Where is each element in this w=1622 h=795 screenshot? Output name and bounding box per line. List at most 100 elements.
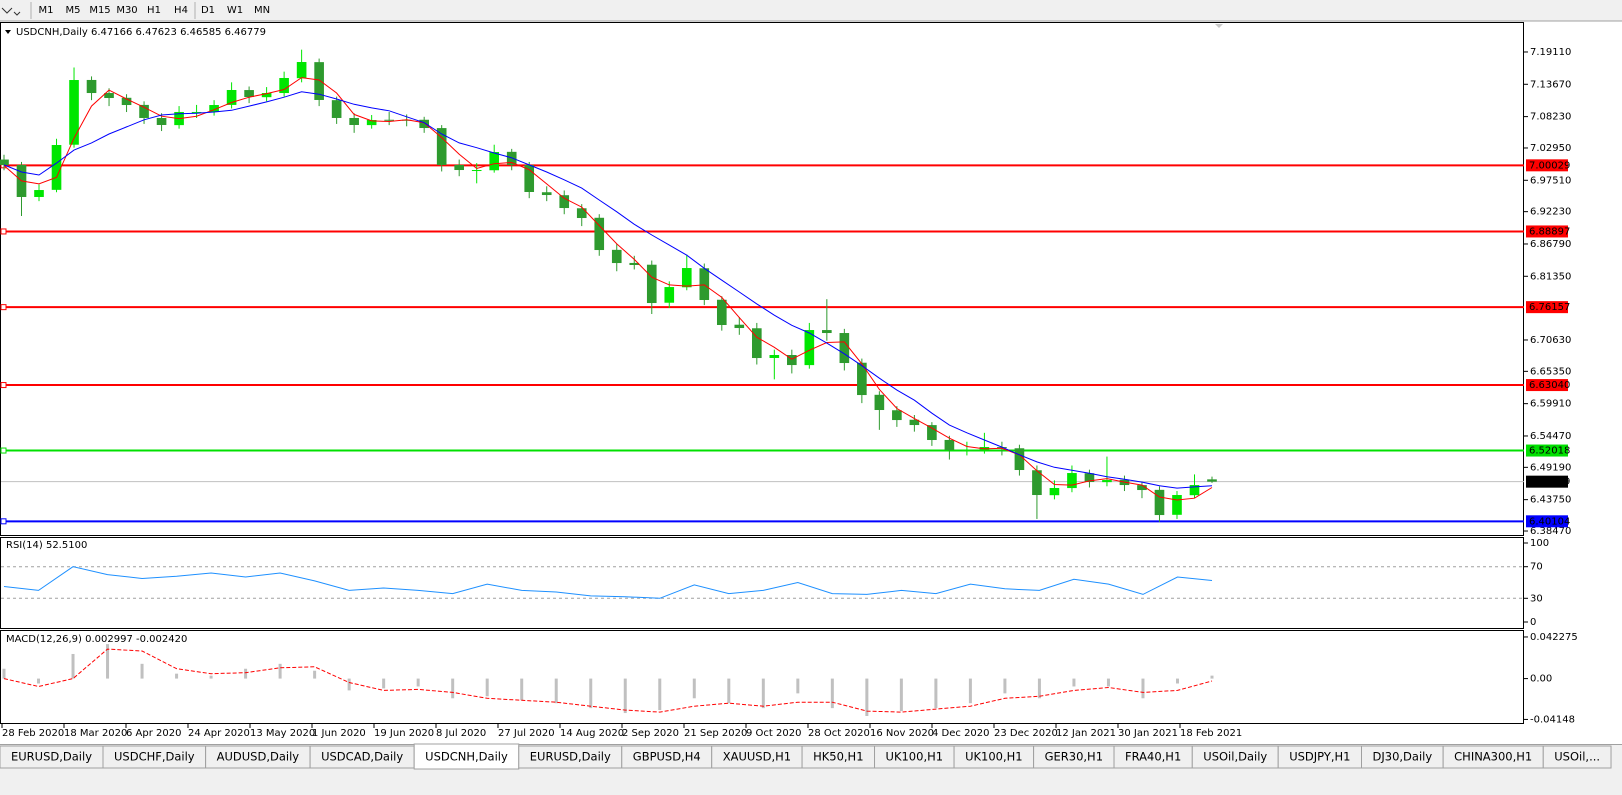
tab[interactable]: EURUSD,Daily [0, 745, 104, 769]
date-label: 24 Apr 2020 [188, 728, 250, 739]
tab-label[interactable]: UK100,H1 [886, 750, 944, 764]
timeframe-button[interactable]: H4 [174, 5, 188, 16]
timeframe-button[interactable]: MN [254, 5, 270, 16]
candle-body [314, 62, 324, 100]
candle-body [1189, 485, 1200, 496]
tab[interactable]: USDCAD,Daily [309, 745, 415, 769]
tab[interactable]: DJ30,Daily [1361, 745, 1444, 769]
tab-label[interactable]: USOil,... [1554, 750, 1600, 764]
timeframe-button[interactable]: H1 [147, 5, 161, 16]
tab[interactable]: FRA40,H1 [1113, 745, 1193, 769]
tab[interactable]: AUDUSD,Daily [205, 745, 311, 769]
y-tick-label: 30 [1530, 593, 1543, 604]
tab-bg[interactable] [1542, 745, 1612, 769]
y-tick-label: 7.13670 [1530, 79, 1571, 90]
candle-body [156, 117, 167, 125]
candle-body [1102, 480, 1112, 483]
tab-label[interactable]: HK50,H1 [813, 750, 863, 764]
level-handle [0, 382, 7, 389]
candle-body [86, 79, 97, 94]
tab-label[interactable]: USDCHF,Daily [114, 750, 195, 764]
y-tick-label: 7.02950 [1530, 143, 1571, 154]
candle-body [34, 190, 44, 197]
candle-body [524, 164, 535, 192]
tab[interactable]: GER30,H1 [1033, 745, 1115, 769]
date-label: 18 Mar 2020 [64, 728, 127, 739]
level-handle [0, 447, 7, 454]
tab-label[interactable]: USDCNH,Daily [425, 750, 508, 764]
candle-body [489, 152, 500, 171]
tab-label[interactable]: FRA40,H1 [1125, 750, 1181, 764]
candle-body [419, 119, 429, 129]
level-handle [0, 228, 7, 235]
date-label: 23 Dec 2020 [994, 728, 1058, 739]
date-label: 28 Feb 2020 [2, 728, 64, 739]
tab-label[interactable]: USDCAD,Daily [321, 750, 403, 764]
tab[interactable]: GBPUSD,H4 [621, 745, 713, 769]
bid-label-bg [1526, 475, 1568, 488]
candle-body [51, 145, 62, 190]
y-tick-label: 6.70630 [1530, 335, 1571, 346]
candle-body [209, 105, 219, 113]
candle-body [559, 195, 570, 209]
tab-label[interactable]: USDJPY,H1 [1289, 750, 1350, 764]
level-label: 6.52018 [1529, 446, 1570, 457]
candle-body [121, 97, 132, 106]
y-tick-label: 6.86790 [1530, 239, 1571, 250]
tab[interactable]: UK100,H1 [874, 745, 955, 769]
macd-signal [3, 648, 1213, 713]
candle-body [681, 268, 692, 288]
candle-body [104, 93, 114, 99]
candle-body [331, 100, 342, 118]
date-label: 1 Jun 2020 [312, 728, 366, 739]
macd-panel [0, 630, 1524, 724]
tab[interactable]: USDJPY,H1 [1277, 745, 1362, 769]
candle-body [349, 117, 359, 125]
tab-bg[interactable] [413, 743, 520, 770]
candle-body [909, 419, 920, 426]
candle-body [751, 328, 762, 359]
tab-label[interactable]: USOil,Daily [1203, 750, 1267, 764]
tab[interactable]: UK100,H1 [953, 745, 1035, 769]
date-label: 13 May 2020 [250, 728, 315, 739]
timeframe-button[interactable]: M15 [89, 5, 110, 16]
timeframe-button[interactable]: M5 [66, 5, 81, 16]
candle-body [366, 119, 377, 126]
timeframe-button[interactable]: D1 [201, 5, 215, 16]
tab-label[interactable]: EURUSD,Daily [11, 750, 92, 764]
candle-body [69, 80, 79, 145]
candle-body [1067, 473, 1077, 489]
date-label: 28 Oct 2020 [808, 728, 870, 739]
timeframe-button[interactable]: M1 [39, 5, 54, 16]
macd-header: MACD(12,26,9) 0.002997 -0.002420 [6, 634, 187, 645]
timeframe-button[interactable]: M30 [116, 5, 137, 16]
tab-label[interactable]: XAUUSD,H1 [723, 750, 791, 764]
tab[interactable]: XAUUSD,H1 [711, 745, 803, 769]
tab[interactable]: EURUSD,Daily [518, 745, 623, 769]
tab[interactable]: USDCHF,Daily [102, 745, 207, 769]
tab[interactable]: USDCNH,Daily [413, 743, 520, 770]
bid-label: 6.46779 [1529, 477, 1570, 488]
candle-body [944, 439, 955, 451]
tab-label[interactable]: GER30,H1 [1045, 750, 1103, 764]
candle-body [734, 324, 745, 329]
toolbar-menu-icon[interactable] [1, 7, 21, 16]
tab-label[interactable]: GBPUSD,H4 [633, 750, 701, 764]
tab[interactable]: CHINA300,H1 [1442, 745, 1544, 769]
tab-label[interactable]: DJ30,Daily [1373, 750, 1433, 764]
tab-label[interactable]: EURUSD,Daily [530, 750, 611, 764]
candle-body [296, 62, 307, 79]
y-tick-label: -0.04148 [1530, 714, 1575, 725]
date-label: 30 Jan 2021 [1118, 728, 1178, 739]
tab-label[interactable]: CHINA300,H1 [1454, 750, 1532, 764]
tab[interactable]: USOil,Daily [1191, 745, 1279, 769]
level-label-bg [1526, 515, 1568, 528]
candle-body [1137, 485, 1147, 491]
timeframe-button[interactable]: W1 [227, 5, 243, 16]
tab[interactable]: HK50,H1 [801, 745, 876, 769]
tab-label[interactable]: AUDUSD,Daily [217, 750, 300, 764]
tab-label[interactable]: UK100,H1 [965, 750, 1023, 764]
candle-body [892, 410, 902, 421]
tab[interactable]: USOil,... [1542, 745, 1612, 769]
candle-body [716, 299, 727, 326]
